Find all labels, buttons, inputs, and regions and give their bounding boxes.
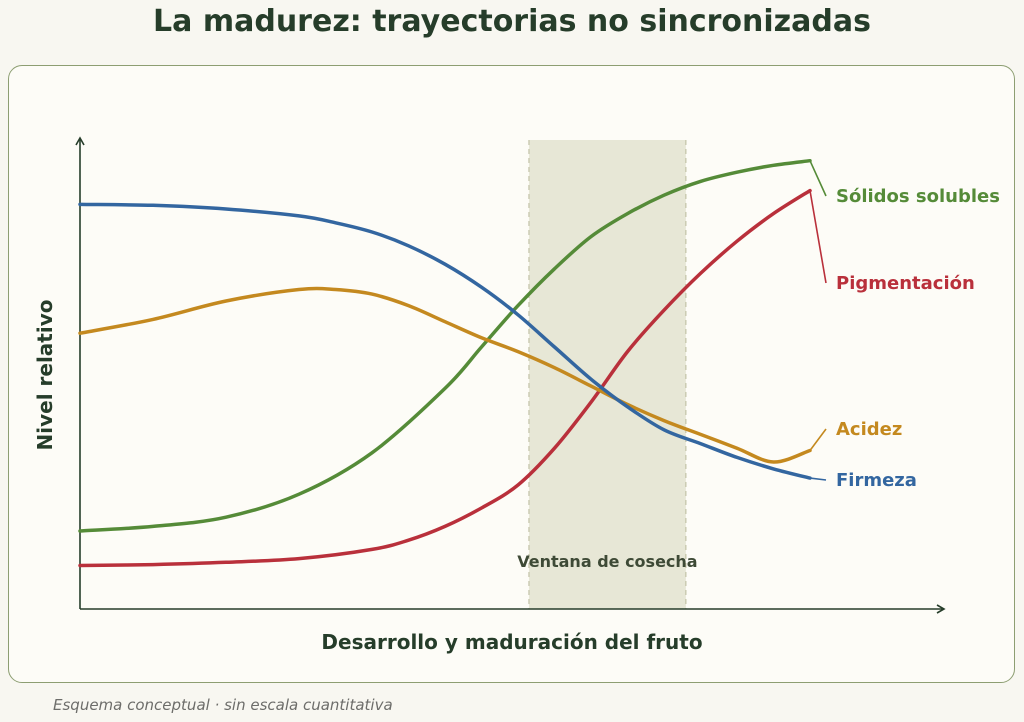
chart-title: La madurez: trayectorias no sincronizada… [153,4,871,39]
harvest-window-band [528,140,686,609]
chart-panel [8,65,1015,683]
series-leader-solidos-solubles [809,160,827,197]
series-label-firmeza: Firmeza [836,470,917,491]
harvest-window-label: Ventana de cosecha [517,552,697,571]
series-label-solidos-solubles: Sólidos solubles [836,186,1000,207]
series-leader-pigmentacion [809,190,827,284]
series-leader-firmeza [809,477,827,481]
series-leader-acidez [809,428,827,451]
series-label-pigmentacion: Pigmentación [836,273,975,294]
x-axis-label: Desarrollo y maduración del fruto [321,630,702,654]
y-axis-label: Nivel relativo [33,300,57,451]
series-line-pigmentacion [78,188,812,568]
series-line-solidos-solubles [78,158,812,533]
series-label-acidez: Acidez [836,419,902,440]
series-line-acidez [78,286,812,464]
series-line-firmeza [78,202,812,480]
footnote: Esquema conceptual · sin escala cuantita… [53,696,393,714]
